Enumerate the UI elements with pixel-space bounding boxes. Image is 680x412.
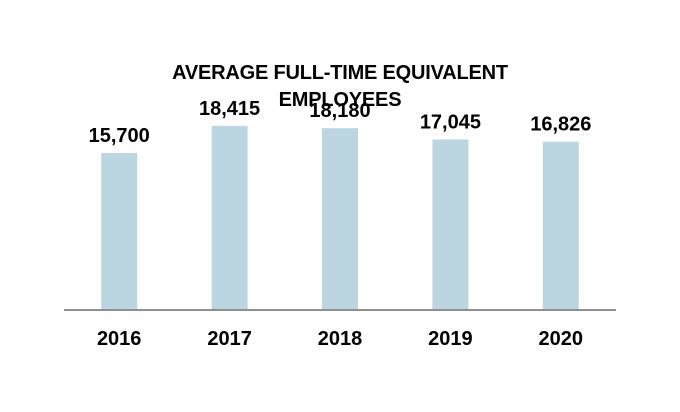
bar-2016: [101, 153, 138, 310]
bar-2020: [542, 141, 579, 310]
bar-2018: [322, 128, 358, 310]
value-label-2018: 18,180: [309, 100, 370, 122]
chart-title-line-2: EMPLOYEES: [278, 89, 402, 111]
value-labels-layer: 15,700 18,415 18,180 17,045 16,826: [89, 98, 592, 147]
bar-2017: [211, 125, 248, 310]
bar-2019: [432, 139, 469, 310]
category-label-2019: 2019: [428, 328, 473, 350]
category-labels-layer: 2016 2017 2018 2019 2020: [97, 328, 583, 350]
category-label-2016: 2016: [97, 328, 142, 350]
value-label-2020: 16,826: [530, 114, 591, 136]
category-label-2020: 2020: [539, 328, 584, 350]
value-label-2019: 17,045: [420, 112, 481, 134]
value-label-2016: 15,700: [89, 125, 150, 147]
bars-layer: [101, 125, 579, 310]
value-label-2017: 18,415: [199, 98, 260, 120]
category-label-2018: 2018: [318, 328, 363, 350]
category-label-2017: 2017: [207, 328, 252, 350]
chart-title-line-1: AVERAGE FULL-TIME EQUIVALENT: [172, 62, 508, 84]
